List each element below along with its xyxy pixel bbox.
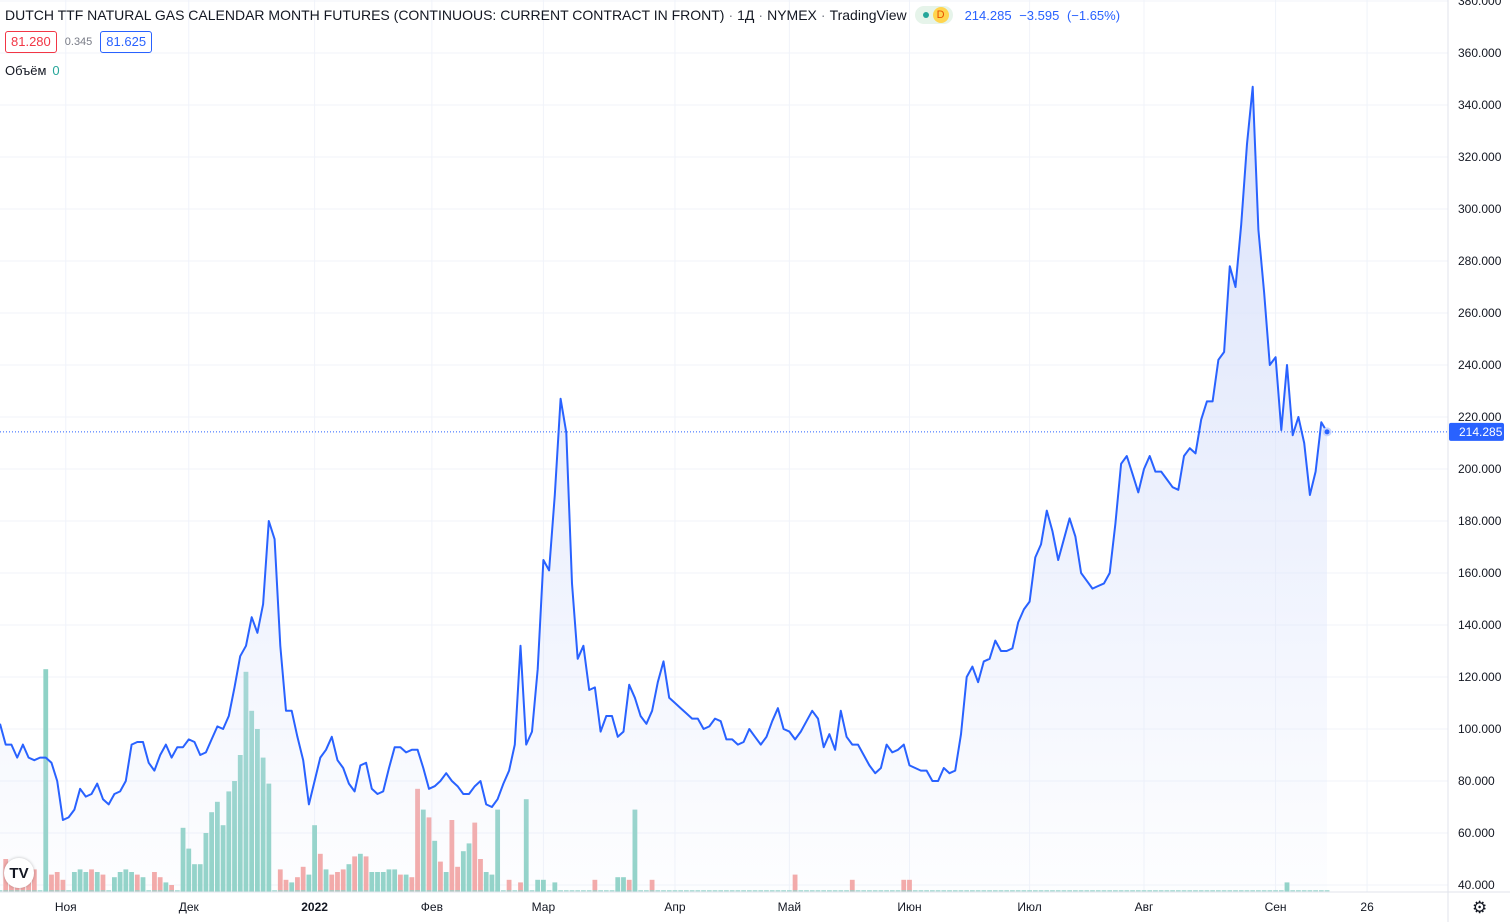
sell-button[interactable]: 81.280 <box>5 31 57 53</box>
time-tick-label: Ноя <box>55 900 77 914</box>
time-tick-label: 26 <box>1360 900 1374 914</box>
tradingview-logo-icon[interactable]: TV <box>4 858 34 888</box>
interval-label[interactable]: 1Д <box>737 7 755 23</box>
provider-label: TradingView <box>829 7 907 23</box>
time-tick-label: Июн <box>897 900 921 914</box>
price-change: −3.595 <box>1019 7 1060 23</box>
delayed-badge: D <box>932 7 949 23</box>
symbol-title[interactable]: DUTCH TTF NATURAL GAS CALENDAR MONTH FUT… <box>5 7 725 23</box>
time-tick-label: Май <box>778 900 802 914</box>
price-area-fill <box>0 86 1327 893</box>
price-tick-label: 280.000 <box>1458 254 1502 268</box>
price-tick-label: 360.000 <box>1458 46 1502 60</box>
price-tick-label: 120.000 <box>1458 670 1502 684</box>
exchange-label: NYMEX <box>767 7 817 23</box>
price-tick-label: 260.000 <box>1458 306 1502 320</box>
price-tick-label: 200.000 <box>1458 462 1502 476</box>
buy-button[interactable]: 81.625 <box>100 31 153 53</box>
price-tick-label: 60.000 <box>1458 826 1495 840</box>
price-tick-label: 240.000 <box>1458 358 1502 372</box>
spread-value: 0.345 <box>64 36 93 48</box>
volume-legend[interactable]: Объём 0 <box>5 63 60 78</box>
last-price: 214.285 <box>964 7 1012 23</box>
price-tick-label: 340.000 <box>1458 98 1502 112</box>
price-info: 214.285 −3.595 (−1.65%) <box>965 8 1125 23</box>
time-tick-label: Мар <box>532 900 556 914</box>
price-tick-label: 140.000 <box>1458 618 1502 632</box>
price-tick-label: 80.000 <box>1458 774 1495 788</box>
last-price-label: 214.285 <box>1449 422 1504 441</box>
price-tick-label: 180.000 <box>1458 514 1502 528</box>
price-tick-label: 320.000 <box>1458 150 1502 164</box>
volume-label: Объём <box>5 63 47 78</box>
price-tick-label: 100.000 <box>1458 722 1502 736</box>
market-status-pill[interactable]: D <box>914 6 953 24</box>
time-tick-label: Сен <box>1265 900 1287 914</box>
price-tick-label: 380.000 <box>1458 0 1502 8</box>
svg-text:214.285: 214.285 <box>1459 425 1503 439</box>
price-line <box>0 85 1328 821</box>
last-price-dot <box>1322 427 1332 437</box>
time-tick-label: Авг <box>1135 900 1154 914</box>
time-tick-label: Дек <box>179 900 200 914</box>
gear-icon[interactable]: ⚙ <box>1472 898 1488 917</box>
volume-bar-min <box>1324 890 1330 892</box>
time-axis: Ноя Дек 2022 Фев Мар Апр Май Июн Июл Авг Сен 26 <box>55 900 1374 914</box>
chart-header: DUTCH TTF NATURAL GAS CALENDAR MONTH FUT… <box>5 6 1124 24</box>
bid-ask-row: 81.280 0.345 81.625 <box>5 31 153 53</box>
volume-value: 0 <box>52 63 60 78</box>
price-tick-label: 220.000 <box>1458 410 1502 424</box>
time-tick-label: Июл <box>1017 900 1041 914</box>
time-tick-label: Фев <box>421 900 443 914</box>
time-tick-label: 2022 <box>301 900 328 914</box>
price-tick-label: 40.000 <box>1458 878 1495 892</box>
price-tick-label: 300.000 <box>1458 202 1502 216</box>
time-tick-label: Апр <box>664 900 686 914</box>
market-open-dot-icon <box>922 12 929 18</box>
price-change-pct: (−1.65%) <box>1066 7 1121 23</box>
price-tick-label: 160.000 <box>1458 566 1502 580</box>
